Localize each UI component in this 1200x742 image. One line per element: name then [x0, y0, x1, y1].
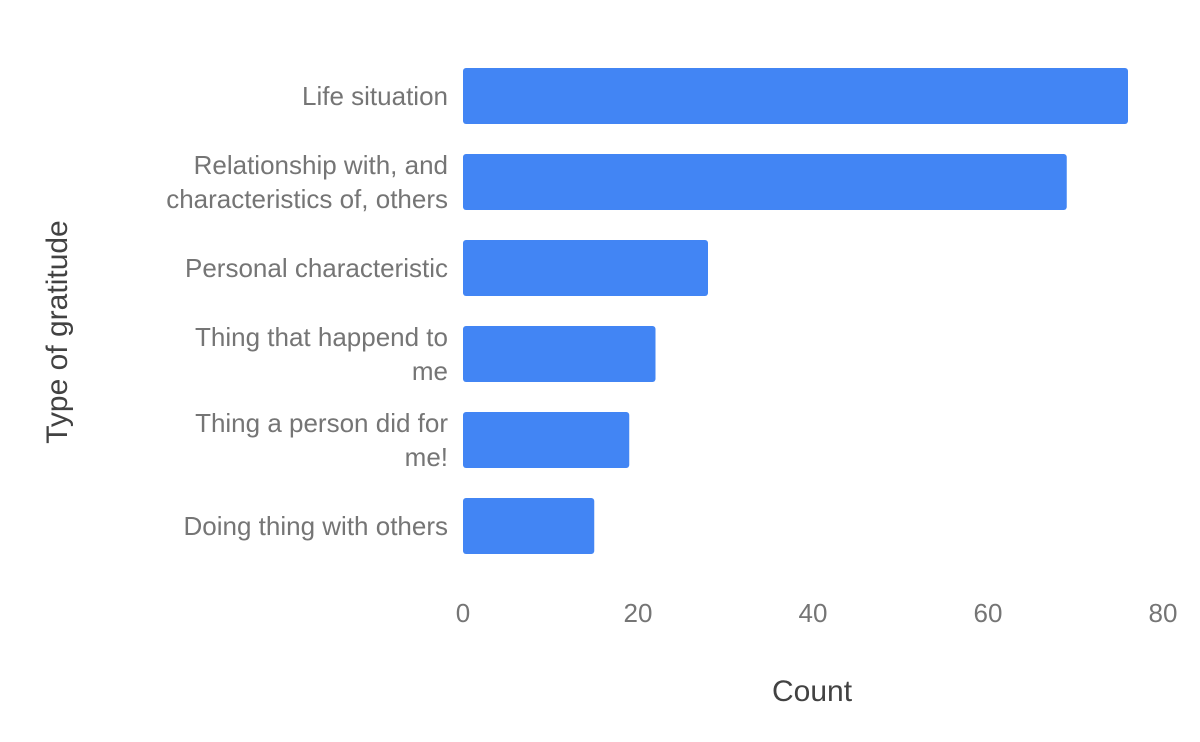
x-axis-title: Count [772, 675, 853, 708]
bar-2 [463, 154, 1067, 210]
x-tick-labels-group: 0 20 40 60 80 [456, 598, 1178, 628]
category-label-4: Thing that happend to me [195, 322, 448, 386]
x-tick-label-40: 40 [799, 598, 828, 628]
bar-1 [463, 68, 1128, 124]
category-label-3: Personal characteristic [185, 253, 448, 283]
category-label-2: Relationship with, and characteristics of… [166, 150, 448, 214]
x-tick-label-20: 20 [624, 598, 653, 628]
bars-group [463, 68, 1128, 554]
category-label-5: Thing a person did for me! [195, 408, 448, 472]
bar-6 [463, 498, 595, 554]
x-tick-label-0: 0 [456, 598, 470, 628]
x-tick-label-60: 60 [974, 598, 1003, 628]
category-label-1: Life situation [302, 81, 448, 111]
bar-4 [463, 326, 656, 382]
bar-3 [463, 240, 708, 296]
x-tick-label-80: 80 [1149, 598, 1178, 628]
category-labels-group: Life situation Relationship with, and char… [166, 81, 448, 541]
bar-5 [463, 412, 630, 468]
y-axis-title: Type of gratitude [41, 220, 74, 443]
category-label-6: Doing thing with others [184, 511, 448, 541]
